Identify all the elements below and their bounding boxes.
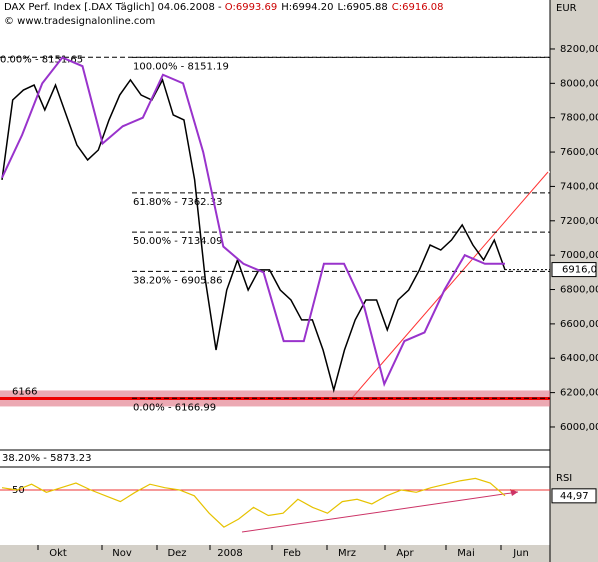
rsi-title: RSI [556,473,572,484]
fib-left-bottom: 38.20% - 5873.23 [2,453,91,464]
fib-label: 0.00% - 8151.65 [0,54,83,65]
close: C:6916.08 [392,2,444,13]
price-tag [551,262,597,278]
trend-line [351,171,549,399]
rsi-tag-label: 44,97 [560,491,589,502]
y-tick-label: 7600,00 [560,147,598,158]
header: DAX Perf. Index [.DAX Täglich] 04.06.200… [4,2,443,13]
band-line [1,56,505,387]
rsi-line [1,477,506,528]
currency: EUR [556,3,577,14]
symbol: DAX Perf. Index [.DAX Täglich] 04.06.200… [4,2,225,13]
price-tag-label: 6916,0 [562,265,597,276]
y-tick-label: 8000,00 [560,78,598,89]
x-tick-label: Dez [167,548,186,559]
trend-line [0,171,551,216]
y-tick-label: 6800,00 [560,285,598,296]
x-tick-label: Okt [49,548,67,559]
fib-label: 0.00% - 6166.99 [133,402,216,413]
rsi-tag [551,488,597,504]
y-tick-label: 8200,00 [560,44,598,55]
y-tick-label: 6400,00 [560,353,598,364]
x-tick-label: Nov [112,548,132,559]
x-tick-label: Feb [283,548,301,559]
support-label: 6166 [12,386,37,397]
x-tick-label: Jun [512,548,529,559]
fib-label: 50.00% - 7134.09 [133,236,222,247]
y-tick-label: 6600,00 [560,319,598,330]
fib-label: 38.20% - 6905.86 [133,275,222,286]
fib-label: 61.80% - 7362.33 [133,197,222,208]
x-tick-label: Mrz [338,548,356,559]
y-tick-label: 6000,00 [560,422,598,433]
y-tick-label: 6200,00 [560,388,598,399]
rsi-trend-line [241,491,519,533]
y-tick-label: 7400,00 [560,181,598,192]
fib-label: 100.00% - 8151.19 [133,61,229,72]
copyright: © www.tradesignalonline.com [4,16,155,27]
rsi-level-label: 50 [12,485,25,496]
high: H:6994.20 [281,2,333,13]
x-tick-label: 2008 [217,548,242,559]
y-tick-label: 7800,00 [560,113,598,124]
open: O:6993.69 [225,2,277,13]
y-tick-label: 7200,00 [560,216,598,227]
arrow-head [510,489,518,496]
y-tick-label: 7000,00 [560,250,598,261]
x-tick-label: Apr [396,548,414,559]
axis-panel [550,0,598,562]
x-axis-panel [0,545,550,562]
x-tick-label: Mai [457,548,475,559]
price-line [1,77,506,393]
low: L:6905.88 [337,2,387,13]
